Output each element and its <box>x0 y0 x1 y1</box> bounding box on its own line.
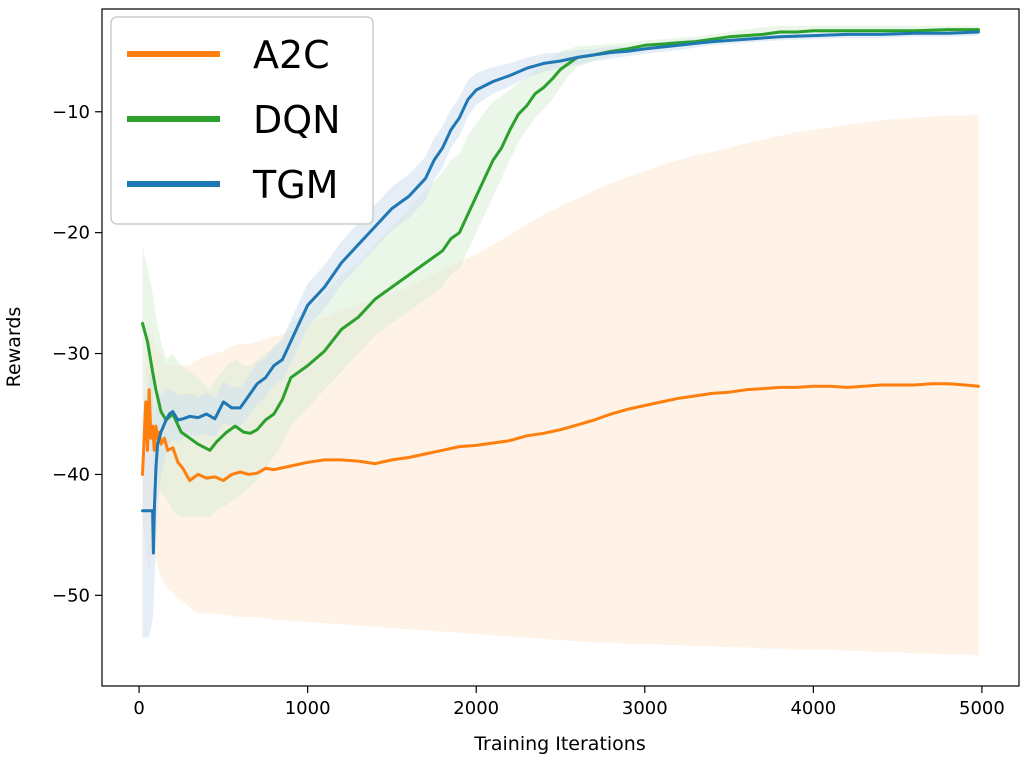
plot-frame <box>101 8 1020 687</box>
line-a2c <box>141 382 980 482</box>
x-tick-label: 0 <box>133 698 144 719</box>
y-axis-label: Rewards <box>3 307 25 388</box>
x-tick-label: 3000 <box>622 698 668 719</box>
legend-box <box>110 16 374 225</box>
y-axis-ticks: −10 −20 −30 −40 −50 <box>52 102 102 606</box>
legend-label-dqn: DQN <box>253 98 341 142</box>
x-tick-label: 4000 <box>790 698 836 719</box>
x-tick-label: 2000 <box>453 698 499 719</box>
band-dqn <box>142 25 979 517</box>
x-axis-label: Training Iterations <box>473 733 646 755</box>
x-axis-ticks: 0 1000 2000 3000 4000 5000 <box>133 686 1005 719</box>
x-tick-label: 5000 <box>959 698 1005 719</box>
x-tick-label: 1000 <box>285 698 331 719</box>
y-tick-label: −20 <box>52 223 90 244</box>
legend-label-a2c: A2C <box>253 33 330 77</box>
band-a2c <box>142 114 979 656</box>
legend-label-tgm: TGM <box>252 163 338 207</box>
y-tick-label: −10 <box>52 102 90 123</box>
y-tick-label: −30 <box>52 344 90 365</box>
line-dqn <box>141 28 980 452</box>
confidence-bands <box>142 25 979 656</box>
y-tick-label: −50 <box>52 585 90 606</box>
series-lines <box>141 28 980 555</box>
y-tick-label: −40 <box>52 464 90 485</box>
line-tgm <box>141 30 980 555</box>
legend: A2C DQN TGM <box>110 16 374 225</box>
